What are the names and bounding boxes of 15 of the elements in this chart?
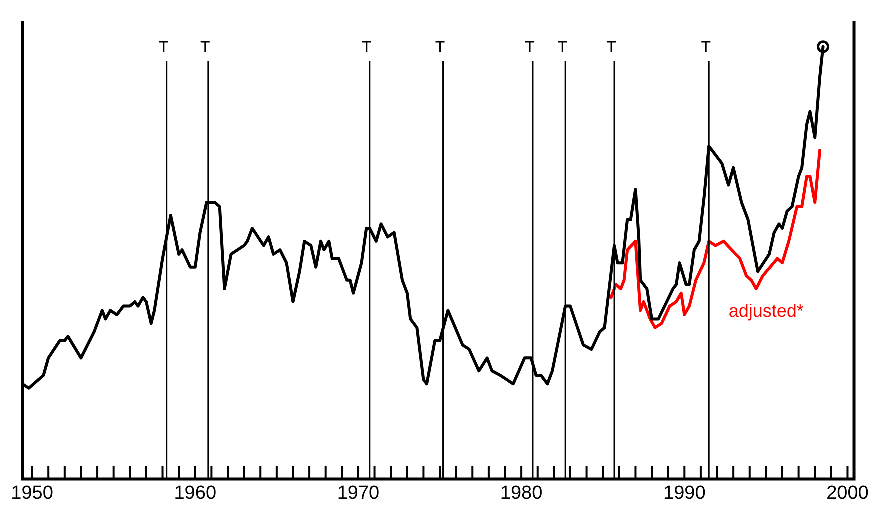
x-tick-label: 2000 (826, 482, 869, 504)
ref-line-label: T (558, 39, 568, 56)
ref-line-label: T (435, 39, 446, 56)
x-tick-label: 1970 (337, 482, 380, 504)
series-label: adjusted* (728, 300, 804, 321)
ref-line-label: T (701, 39, 712, 56)
x-tick-label: 1950 (11, 482, 54, 504)
x-tick-label: 1990 (664, 482, 706, 504)
ref-line-label: T (606, 39, 617, 56)
ref-line-label: T (362, 39, 372, 56)
x-tick-label: 1980 (500, 482, 543, 504)
ref-line-label: T (158, 39, 169, 56)
x-tick-label: 1960 (174, 482, 217, 504)
ref-line-label: T (525, 39, 536, 56)
ref-line-label: T (200, 39, 211, 56)
